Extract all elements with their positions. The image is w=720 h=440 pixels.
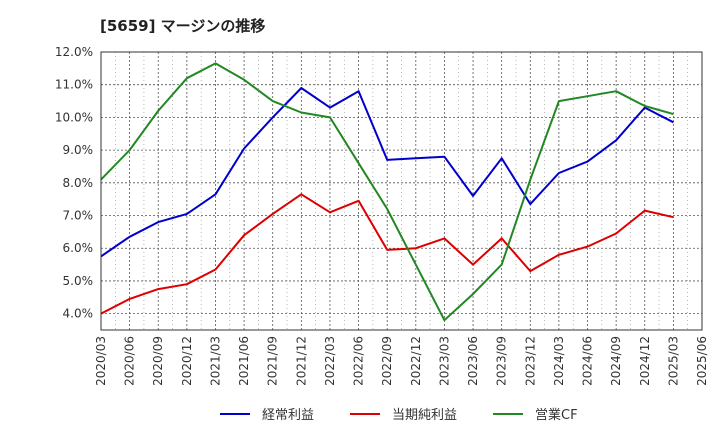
x-tick-label: 2021/09 [266,336,280,386]
y-tick-label: 8.0% [63,176,94,190]
x-tick-label: 2021/06 [237,336,251,386]
series-line [100,62,674,322]
x-tick-label: 2022/06 [352,336,366,386]
grid-lines [101,51,702,330]
x-tick-label: 2020/06 [123,336,137,386]
series-lines [100,62,674,322]
y-tick-label: 10.0% [55,110,93,124]
y-tick-label: 9.0% [63,143,94,157]
x-tick-label: 2023/03 [437,336,451,386]
y-tick-label: 12.0% [55,45,93,59]
series-line [100,193,674,315]
x-tick-label: 2023/06 [466,336,480,386]
series-line [100,87,674,258]
legend: 経常利益 当期純利益 営業CF [220,407,578,423]
legend-label: 営業CF [535,407,578,423]
legend-label: 経常利益 [262,408,314,423]
x-tick-label: 2024/06 [581,336,595,386]
y-axis-ticks: 4.0% 5.0% 6.0% 7.0% 8.0% 9.0% 10.0% 11.0% 12.0% [55,45,93,321]
chart-title: [5659] マージンの推移 [100,17,265,35]
legend-label: 当期純利益 [392,408,457,423]
x-tick-label: 2020/12 [180,336,194,386]
x-tick-label: 2024/12 [638,336,652,386]
x-tick-label: 2022/03 [323,336,337,386]
x-tick-label: 2022/09 [380,336,394,386]
x-tick-label: 2022/12 [409,336,423,386]
y-tick-label: 11.0% [55,78,93,92]
y-tick-label: 6.0% [63,241,94,255]
plot-frame [100,51,703,331]
x-axis-ticks: 2020/03 2020/06 2020/09 2020/12 2021/03 2021/… [94,336,709,386]
x-tick-label: 2020/09 [151,336,165,386]
y-tick-label: 4.0% [63,307,94,321]
y-tick-label: 7.0% [63,209,94,223]
x-tick-label: 2024/03 [552,336,566,386]
x-tick-label: 2024/09 [609,336,623,386]
x-tick-label: 2021/12 [294,336,308,386]
x-tick-label: 2020/03 [94,336,108,386]
y-tick-label: 5.0% [63,274,94,288]
x-tick-label: 2021/03 [208,336,222,386]
x-tick-label: 2025/03 [666,336,680,386]
x-tick-label: 2023/09 [495,336,509,386]
x-tick-label: 2023/12 [523,336,537,386]
x-tick-label: 2025/06 [695,336,709,386]
